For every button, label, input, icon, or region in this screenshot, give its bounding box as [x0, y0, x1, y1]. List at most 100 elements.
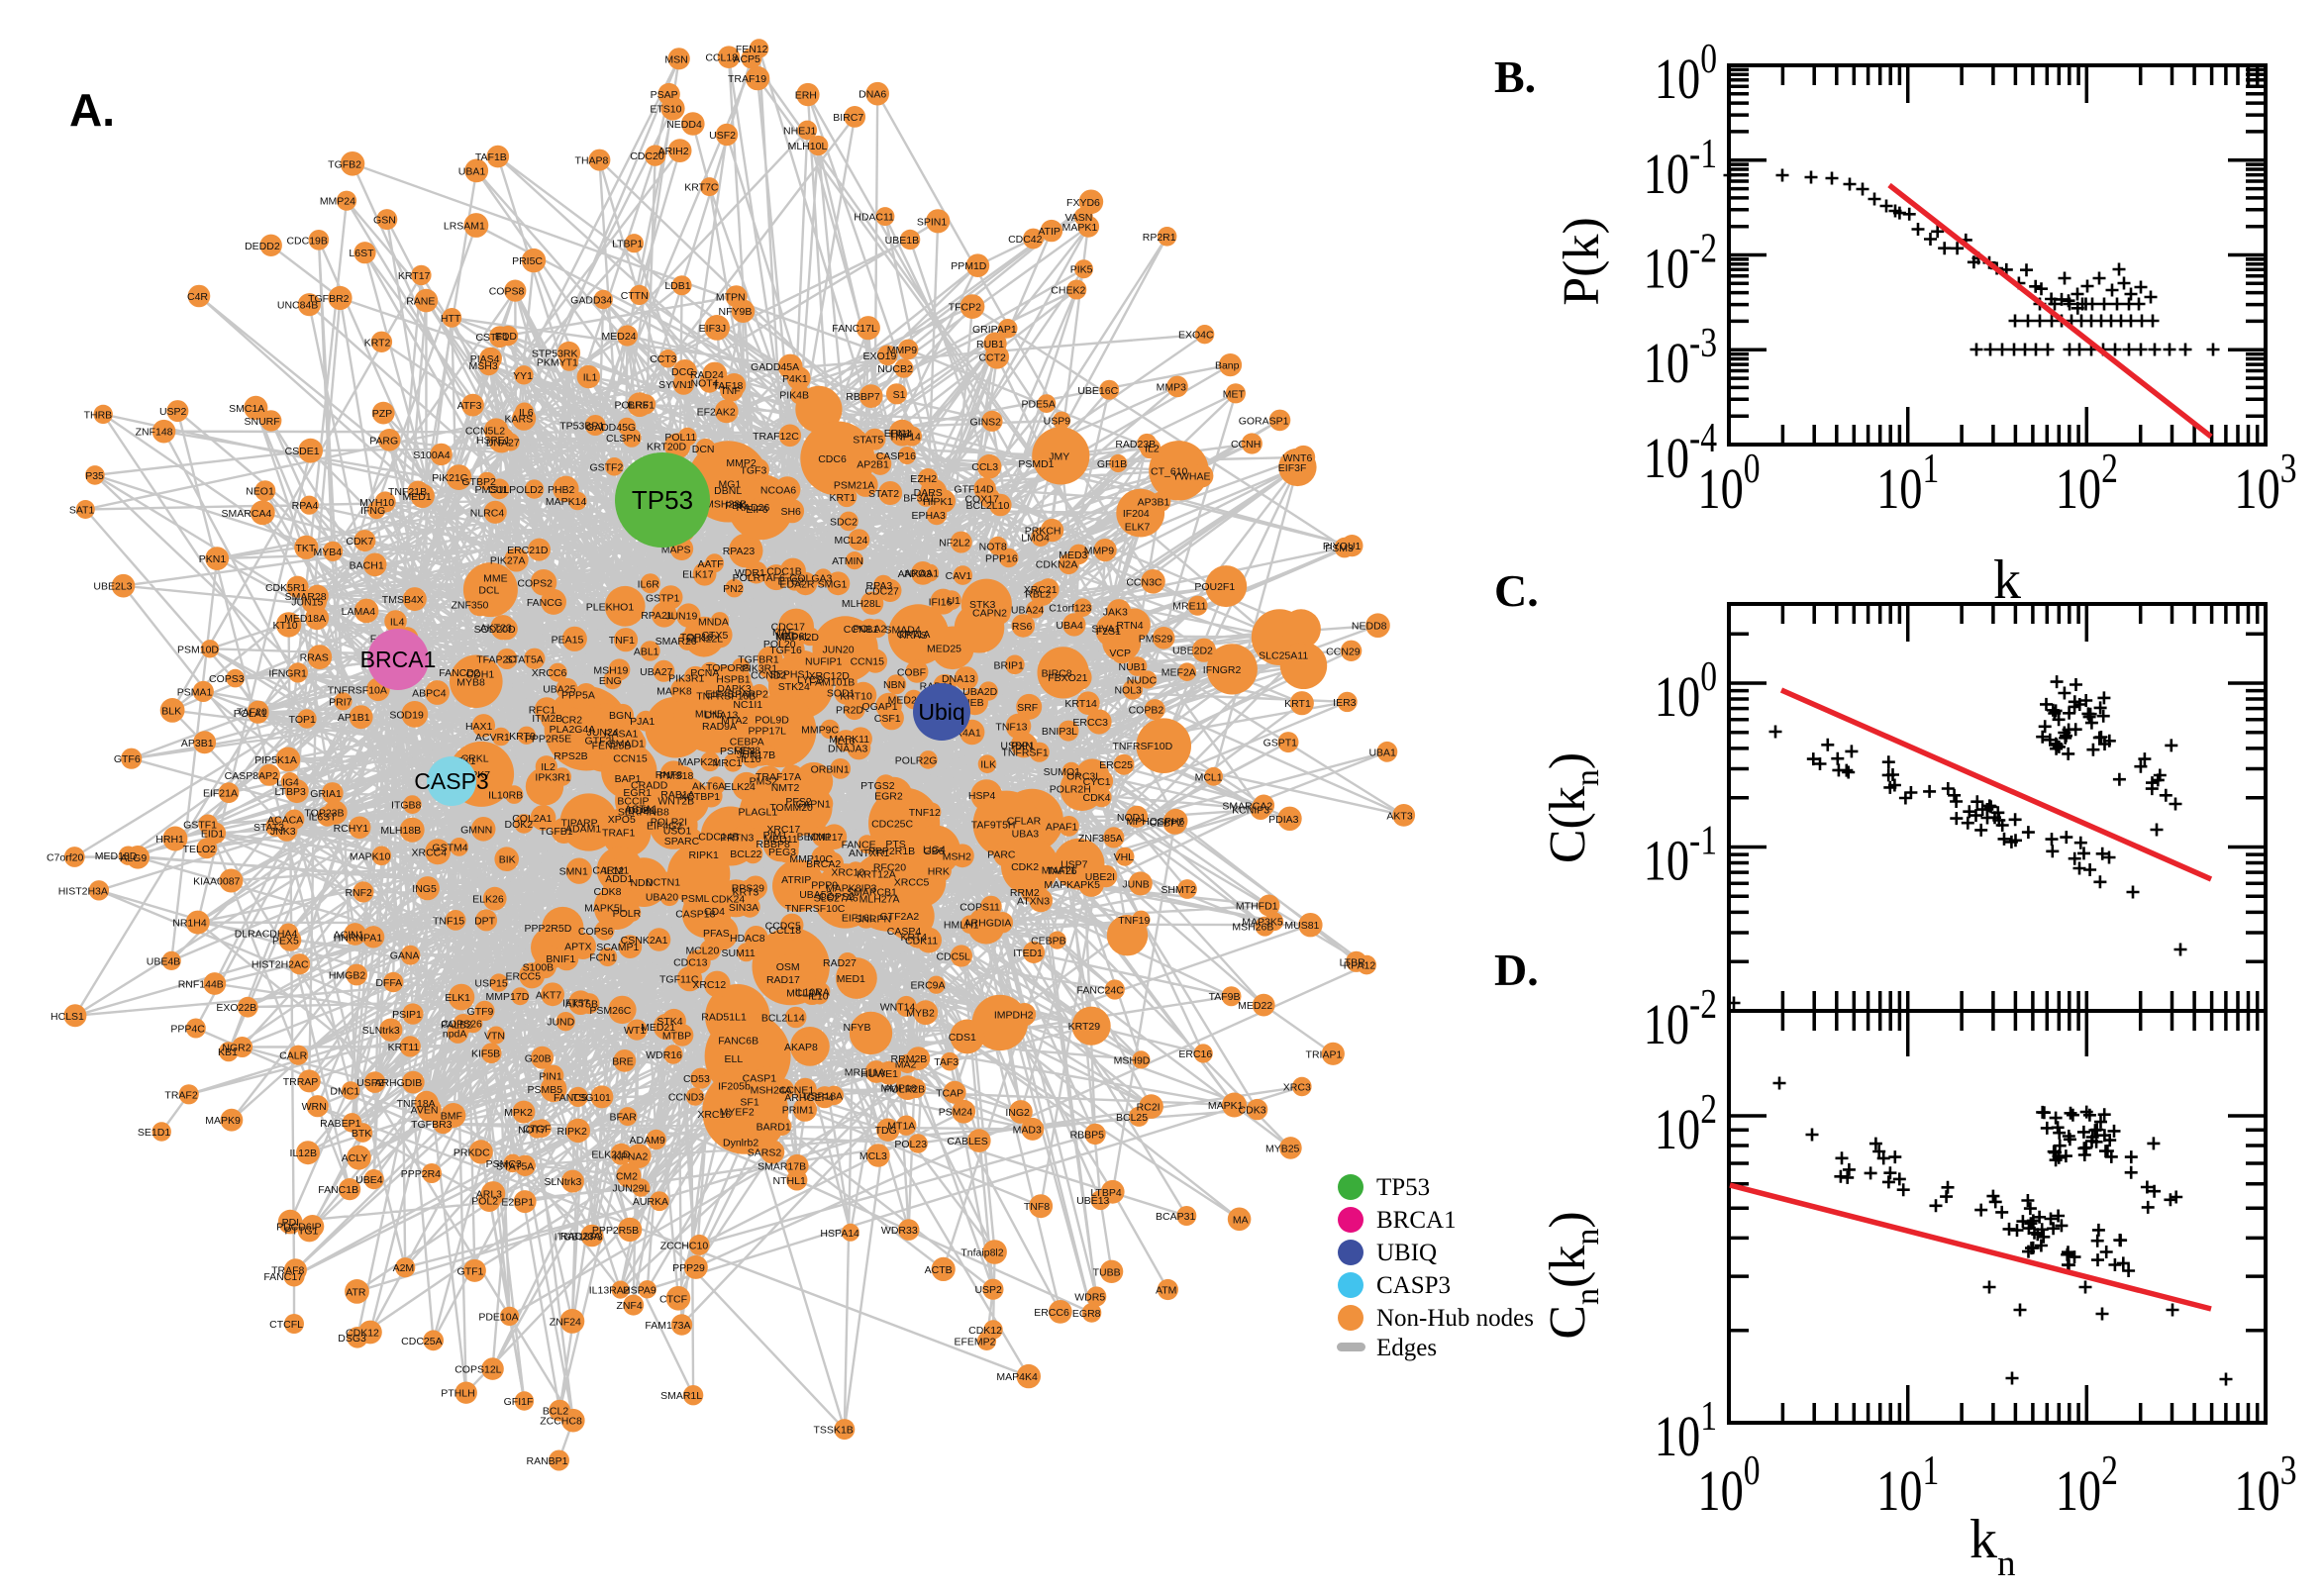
svg-text:PIAS4: PIAS4	[470, 353, 500, 365]
svg-text:Ubiq: Ubiq	[918, 699, 964, 725]
svg-text:NLRC4: NLRC4	[470, 507, 505, 519]
svg-text:ERCC5: ERCC5	[506, 970, 542, 982]
svg-text:RUB1: RUB1	[976, 339, 1004, 350]
svg-text:PIM1: PIM1	[763, 830, 788, 842]
svg-text:PARG: PARG	[369, 435, 398, 447]
svg-text:BNIF1: BNIF1	[546, 953, 575, 965]
svg-text:MPK2: MPK2	[504, 1107, 533, 1119]
svg-text:IL10RB: IL10RB	[488, 790, 523, 802]
svg-text:FANC17: FANC17	[263, 1271, 303, 1283]
svg-text:PLAGL1: PLAGL1	[738, 807, 777, 819]
svg-text:WDR1: WDR1	[735, 567, 765, 579]
svg-text:ELK7: ELK7	[1125, 522, 1151, 534]
svg-text:MED11: MED11	[763, 834, 797, 846]
svg-text:HNRNPA1: HNRNPA1	[334, 932, 383, 944]
svg-text:ANXA3: ANXA3	[898, 568, 933, 580]
svg-text:MED23: MED23	[888, 695, 923, 707]
svg-text:RNF144B: RNF144B	[178, 979, 224, 991]
svg-text:NBN: NBN	[883, 679, 905, 691]
svg-text:KRT29: KRT29	[1068, 1021, 1101, 1033]
svg-text:DEDD2: DEDD2	[245, 241, 280, 252]
svg-text:RPS2B: RPS2B	[554, 750, 587, 762]
svg-text:MMP9C: MMP9C	[801, 725, 839, 737]
svg-text:TSG101: TSG101	[572, 1092, 611, 1104]
svg-text:GTF14D: GTF14D	[954, 484, 994, 496]
svg-text:CT_610: CT_610	[1151, 465, 1188, 477]
svg-text:RS6: RS6	[1012, 621, 1033, 633]
svg-text:HCLS1: HCLS1	[50, 1011, 84, 1023]
svg-text:LRSAM1: LRSAM1	[444, 221, 485, 233]
svg-text:MED25: MED25	[927, 643, 961, 654]
svg-text:RPS29: RPS29	[732, 883, 764, 895]
svg-text:Banp: Banp	[1215, 360, 1240, 372]
svg-text:MCL1: MCL1	[1195, 771, 1223, 783]
svg-text:APOA1: APOA1	[904, 568, 939, 580]
svg-text:MYH10: MYH10	[359, 497, 394, 509]
svg-text:FANCE: FANCE	[842, 840, 876, 851]
svg-text:FANC1B: FANC1B	[318, 1184, 358, 1196]
svg-text:POLR: POLR	[613, 908, 642, 920]
svg-text:ACIN1: ACIN1	[334, 930, 364, 942]
svg-text:TAF3: TAF3	[934, 1056, 959, 1068]
svg-text:SMAD1: SMAD1	[609, 738, 645, 749]
svg-text:IER3: IER3	[1333, 697, 1357, 709]
svg-text:CASP3: CASP3	[414, 768, 488, 794]
svg-text:ACTA1: ACTA1	[625, 803, 657, 815]
svg-text:SUMO1: SUMO1	[1044, 766, 1081, 778]
svg-text:MLH5: MLH5	[695, 709, 723, 721]
svg-text:ARHGDIA: ARHGDIA	[964, 918, 1012, 930]
svg-text:UBE4: UBE4	[355, 1174, 383, 1186]
svg-text:NR1H4: NR1H4	[172, 918, 207, 930]
svg-text:ETS10: ETS10	[650, 104, 681, 116]
svg-text:ITED1: ITED1	[1013, 948, 1043, 959]
svg-text:MSH28B: MSH28B	[705, 499, 747, 511]
svg-text:STAT5A: STAT5A	[496, 1160, 534, 1172]
svg-text:TUBB: TUBB	[1093, 1266, 1121, 1278]
svg-text:MAPKAPK5: MAPKAPK5	[1044, 879, 1100, 891]
svg-text:EDD: EDD	[495, 331, 518, 343]
svg-text:TNF13: TNF13	[995, 721, 1027, 733]
svg-text:PPP9: PPP9	[811, 880, 838, 892]
svg-text:HDAC8: HDAC8	[730, 933, 765, 945]
svg-text:DBNL: DBNL	[714, 485, 742, 497]
svg-text:IL6R: IL6R	[638, 578, 660, 590]
svg-text:USP2: USP2	[356, 1077, 384, 1089]
svg-text:COPS6: COPS6	[578, 926, 614, 938]
svg-text:KRT1: KRT1	[829, 492, 856, 504]
svg-text:CEBPB: CEBPB	[1031, 936, 1066, 948]
svg-text:MAP4K4: MAP4K4	[996, 1371, 1038, 1383]
svg-text:SMG1: SMG1	[818, 578, 848, 590]
svg-text:ACLY: ACLY	[342, 1152, 368, 1164]
svg-text:TNFRSF10D: TNFRSF10D	[1113, 741, 1173, 752]
svg-text:MA: MA	[1233, 1214, 1249, 1226]
svg-text:TGFB1: TGFB1	[540, 826, 573, 838]
svg-text:CASP1: CASP1	[743, 1072, 777, 1084]
svg-text:PARC: PARC	[987, 848, 1016, 860]
svg-text:PDCD6IP: PDCD6IP	[276, 1222, 322, 1234]
svg-text:ACVR1: ACVR1	[475, 732, 510, 744]
svg-text:ERC16: ERC16	[1178, 1048, 1212, 1060]
svg-text:AATF: AATF	[698, 558, 724, 570]
svg-text:RBBP5: RBBP5	[1070, 1129, 1105, 1141]
svg-text:DNA6: DNA6	[858, 89, 886, 101]
svg-text:ARHGEF4: ARHGEF4	[784, 1092, 834, 1104]
svg-text:NUCB2: NUCB2	[877, 363, 913, 375]
svg-text:XRC10: XRC10	[831, 866, 864, 878]
svg-text:TP53BP1: TP53BP1	[559, 421, 604, 433]
svg-text:LMO4: LMO4	[1021, 532, 1050, 544]
svg-text:HSPA9: HSPA9	[623, 1284, 656, 1296]
svg-text:GTF2A2: GTF2A2	[880, 911, 920, 923]
svg-text:EPN1: EPN1	[884, 428, 912, 440]
svg-text:BRCA1: BRCA1	[1376, 1207, 1457, 1234]
svg-text:AKT7: AKT7	[536, 989, 561, 1001]
svg-text:GTF6: GTF6	[114, 753, 141, 765]
svg-text:MYB2: MYB2	[906, 1008, 935, 1020]
svg-text:GRIA1: GRIA1	[310, 788, 342, 800]
svg-text:UBA1: UBA1	[458, 165, 486, 177]
svg-text:CDK7: CDK7	[346, 536, 373, 548]
svg-text:BFAR: BFAR	[609, 1112, 637, 1124]
svg-text:CSF1: CSF1	[874, 713, 901, 725]
svg-text:CRADD: CRADD	[631, 780, 668, 792]
svg-text:UBE2L3: UBE2L3	[93, 581, 132, 593]
svg-text:PMS29: PMS29	[1139, 633, 1173, 645]
